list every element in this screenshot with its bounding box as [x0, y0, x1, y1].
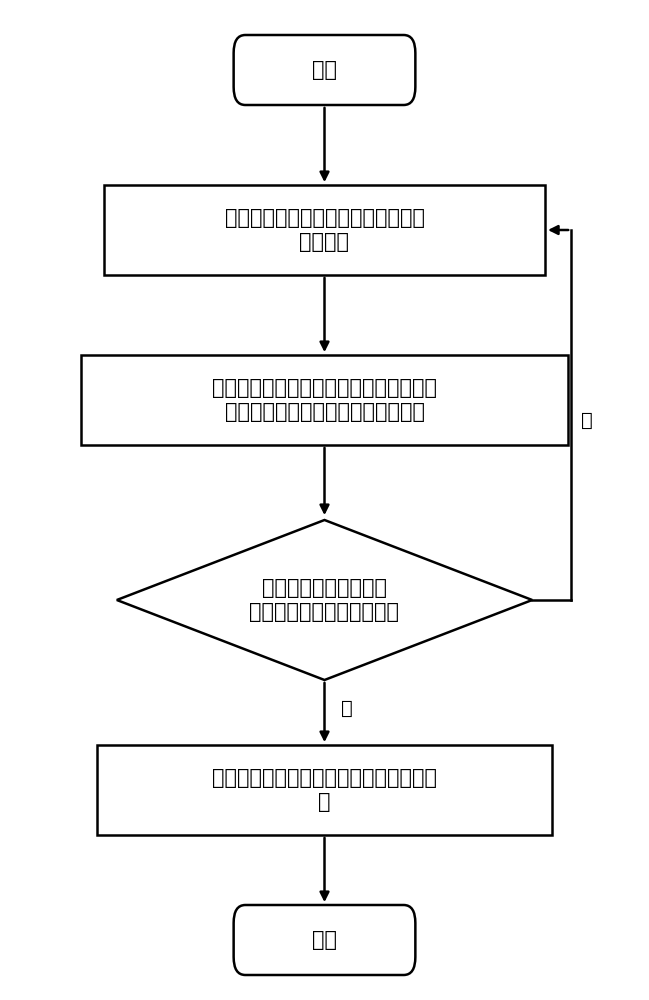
Text: 信号采集模块持续采集加速度信号和
心电信号: 信号采集模块持续采集加速度信号和 心电信号: [225, 208, 424, 252]
Text: 处理器根据心电数据和
加速度数据判定是否有脉搏: 处理器根据心电数据和 加速度数据判定是否有脉搏: [249, 578, 400, 622]
FancyBboxPatch shape: [234, 35, 415, 105]
FancyBboxPatch shape: [234, 905, 415, 975]
Text: 处理器分别对心电信号和加速度信号进行
预处理，得到心电数据和加速度数据: 处理器分别对心电信号和加速度信号进行 预处理，得到心电数据和加速度数据: [212, 378, 437, 422]
Bar: [81, 355, 568, 445]
Bar: [104, 185, 545, 275]
Text: 否: 否: [582, 410, 593, 430]
Text: 开始: 开始: [312, 60, 337, 80]
Text: 结束: 结束: [312, 930, 337, 950]
Text: 是: 是: [341, 698, 353, 718]
Polygon shape: [117, 520, 532, 680]
Text: 处理器生成脉搏信息发送输出模块进行显
示: 处理器生成脉搏信息发送输出模块进行显 示: [212, 768, 437, 812]
Bar: [97, 745, 552, 835]
